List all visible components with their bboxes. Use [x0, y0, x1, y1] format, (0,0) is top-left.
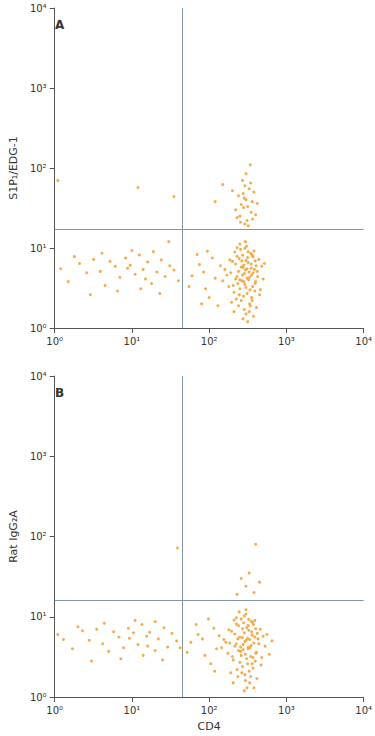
svg-text:10²: 10² [201, 705, 218, 716]
svg-text:S1P₁/EDG-1: S1P₁/EDG-1 [7, 136, 20, 200]
svg-text:10¹: 10¹ [124, 336, 141, 347]
svg-text:CD4: CD4 [198, 720, 221, 733]
svg-text:Rat IgG₂A: Rat IgG₂A [7, 510, 20, 563]
svg-text:10¹: 10¹ [30, 611, 47, 622]
svg-text:10²: 10² [201, 336, 218, 347]
svg-text:10¹: 10¹ [124, 705, 141, 716]
svg-text:10⁴: 10⁴ [355, 705, 372, 716]
svg-text:10⁴: 10⁴ [30, 3, 47, 14]
svg-text:B: B [55, 386, 64, 400]
svg-text:10¹: 10¹ [30, 243, 47, 254]
svg-text:10³: 10³ [30, 451, 47, 462]
svg-text:10⁰: 10⁰ [46, 705, 63, 716]
svg-text:10⁰: 10⁰ [46, 336, 63, 347]
svg-text:10³: 10³ [278, 336, 295, 347]
svg-text:10²: 10² [30, 531, 47, 542]
svg-text:10²: 10² [30, 163, 47, 174]
svg-text:10³: 10³ [278, 705, 295, 716]
svg-text:10³: 10³ [30, 83, 47, 94]
svg-text:10⁴: 10⁴ [30, 371, 47, 382]
svg-text:10⁰: 10⁰ [30, 323, 47, 334]
svg-text:10⁴: 10⁴ [355, 336, 372, 347]
svg-text:10⁰: 10⁰ [30, 692, 47, 703]
svg-text:A: A [55, 18, 65, 32]
